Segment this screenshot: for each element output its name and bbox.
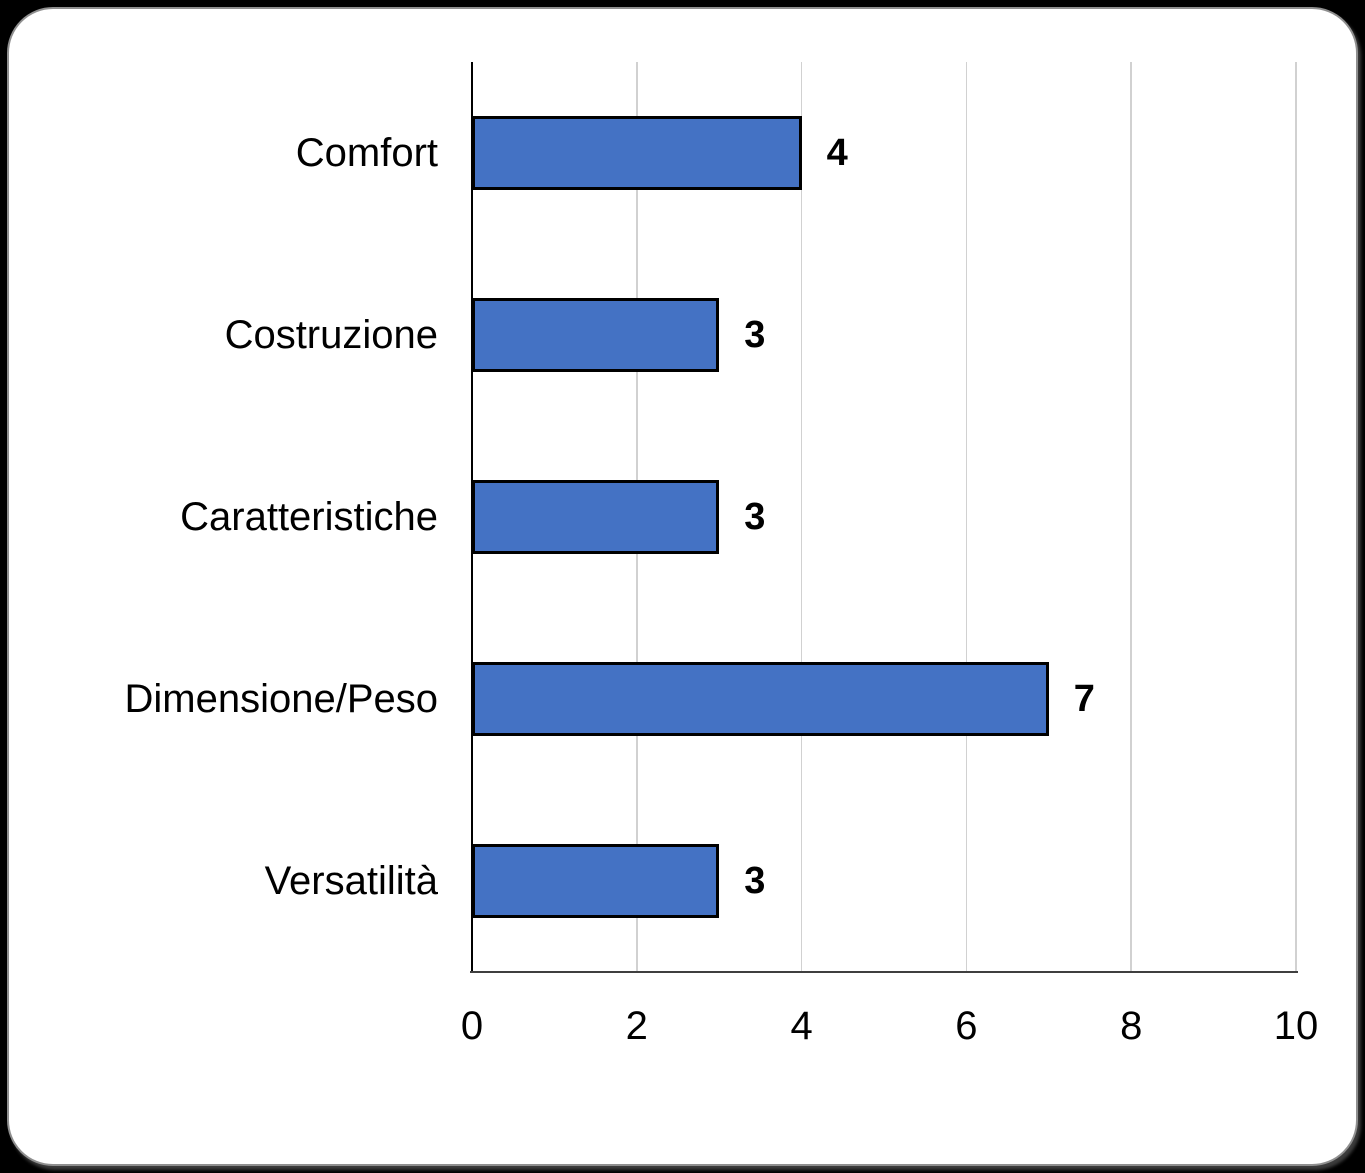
category-axis: Comfort Costruzione Caratteristiche Dimensi… [9, 62, 439, 972]
plot-area: 4 3 3 7 3 [470, 62, 1298, 973]
x-tick-label: 8 [1120, 1004, 1143, 1048]
x-axis: 0 2 4 6 8 10 [461, 1004, 1318, 1054]
bar-value-label: 3 [744, 496, 766, 538]
category-label: Versatilità [264, 859, 438, 903]
gridline [965, 62, 968, 972]
gridline [800, 62, 803, 972]
x-tick-label: 0 [460, 1004, 484, 1048]
bar-value-label: 3 [744, 860, 766, 902]
x-tick-label: 4 [790, 1004, 813, 1048]
bar-value-label: 4 [826, 132, 848, 174]
x-tick-label: 2 [625, 1004, 648, 1048]
category-label: Comfort [295, 131, 438, 175]
category-label: Dimensione/Peso [124, 677, 439, 721]
x-tick-label: 6 [955, 1004, 978, 1048]
bar-value-label: 3 [744, 314, 766, 356]
chart-card: Comfort Costruzione Caratteristiche Dimensi… [7, 7, 1358, 1166]
gridline [1295, 62, 1297, 972]
bar [472, 298, 720, 372]
bar [472, 662, 1049, 736]
bar [472, 480, 720, 554]
bar-value-label: 7 [1073, 678, 1095, 720]
x-tick-label: 10 [1273, 1004, 1319, 1048]
bar [472, 844, 720, 918]
x-axis-line [470, 970, 1298, 973]
bar [472, 116, 802, 190]
category-label: Costruzione [224, 313, 438, 357]
gridline [1130, 62, 1132, 972]
category-label: Caratteristiche [180, 495, 438, 539]
